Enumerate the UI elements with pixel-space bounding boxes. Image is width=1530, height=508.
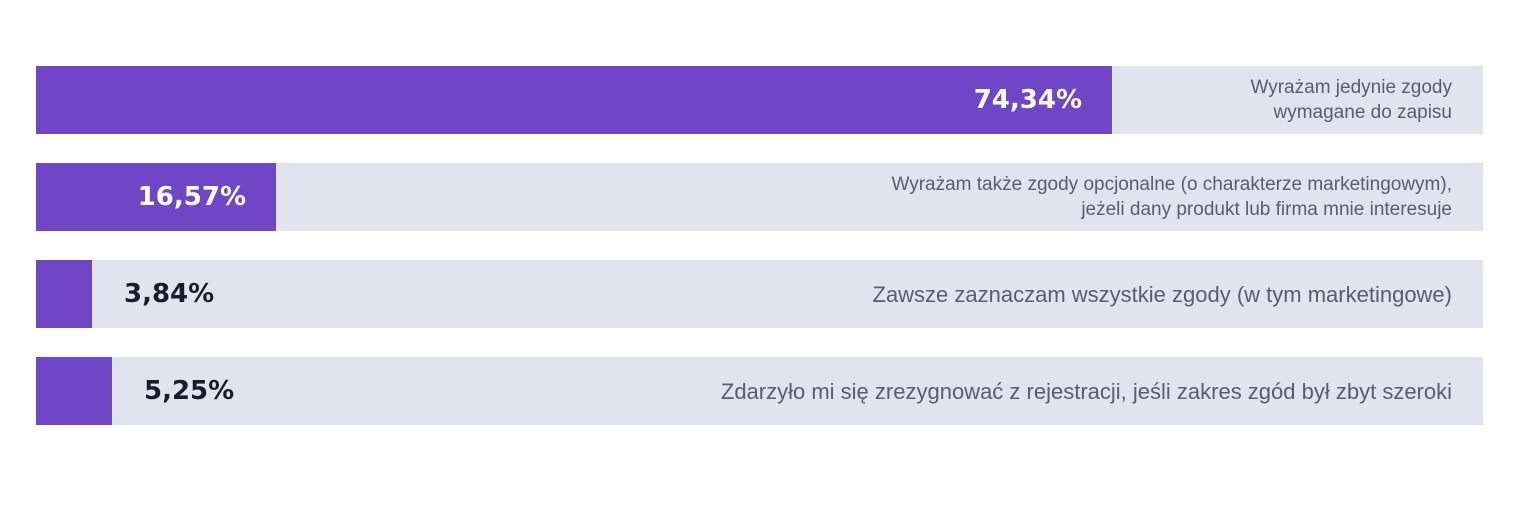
chart-bar <box>36 357 112 425</box>
chart-bar <box>36 260 92 328</box>
chart-row: 74,34% Wyrażam jedynie zgody wymagane do… <box>36 66 1483 134</box>
bar-value-label: 16,57% <box>137 182 246 212</box>
chart-bar <box>36 163 276 231</box>
bar-category-label: Zawsze zaznaczam wszystkie zgody (w tym … <box>873 260 1453 328</box>
bar-category-label-line: Wyrażam jedynie zgody <box>1250 77 1452 98</box>
chart-bar <box>36 66 1112 134</box>
bar-category-label-line: wymagane do zapisu <box>1273 102 1453 123</box>
bar-category-label-line: Zdarzyło mi się zrezygnować z rejestracj… <box>720 378 1452 404</box>
bar-value-label: 74,34% <box>973 85 1082 115</box>
bar-value-label: 3,84% <box>124 279 215 309</box>
chart-row: 16,57% Wyrażam także zgody opcjonalne (o… <box>36 163 1483 231</box>
bar-category-label-line: Wyrażam także zgody opcjonalne (o charak… <box>891 174 1452 195</box>
bar-chart: 74,34% Wyrażam jedynie zgody wymagane do… <box>36 66 1483 454</box>
bar-category-label-line: Zawsze zaznaczam wszystkie zgody (w tym … <box>872 281 1453 307</box>
bar-category-label: Zdarzyło mi się zrezygnować z rejestracj… <box>721 357 1452 425</box>
bar-category-label: Wyrażam także zgody opcjonalne (o charak… <box>891 163 1452 231</box>
bar-category-label-line: jeżeli dany produkt lub firma mnie inter… <box>1081 199 1452 220</box>
chart-row: 3,84% Zawsze zaznaczam wszystkie zgody (… <box>36 260 1483 328</box>
chart-row: 5,25% Zdarzyło mi się zrezygnować z reje… <box>36 357 1483 425</box>
bar-value-label: 5,25% <box>144 376 235 406</box>
bar-category-label: Wyrażam jedynie zgody wymagane do zapisu <box>1250 66 1452 134</box>
